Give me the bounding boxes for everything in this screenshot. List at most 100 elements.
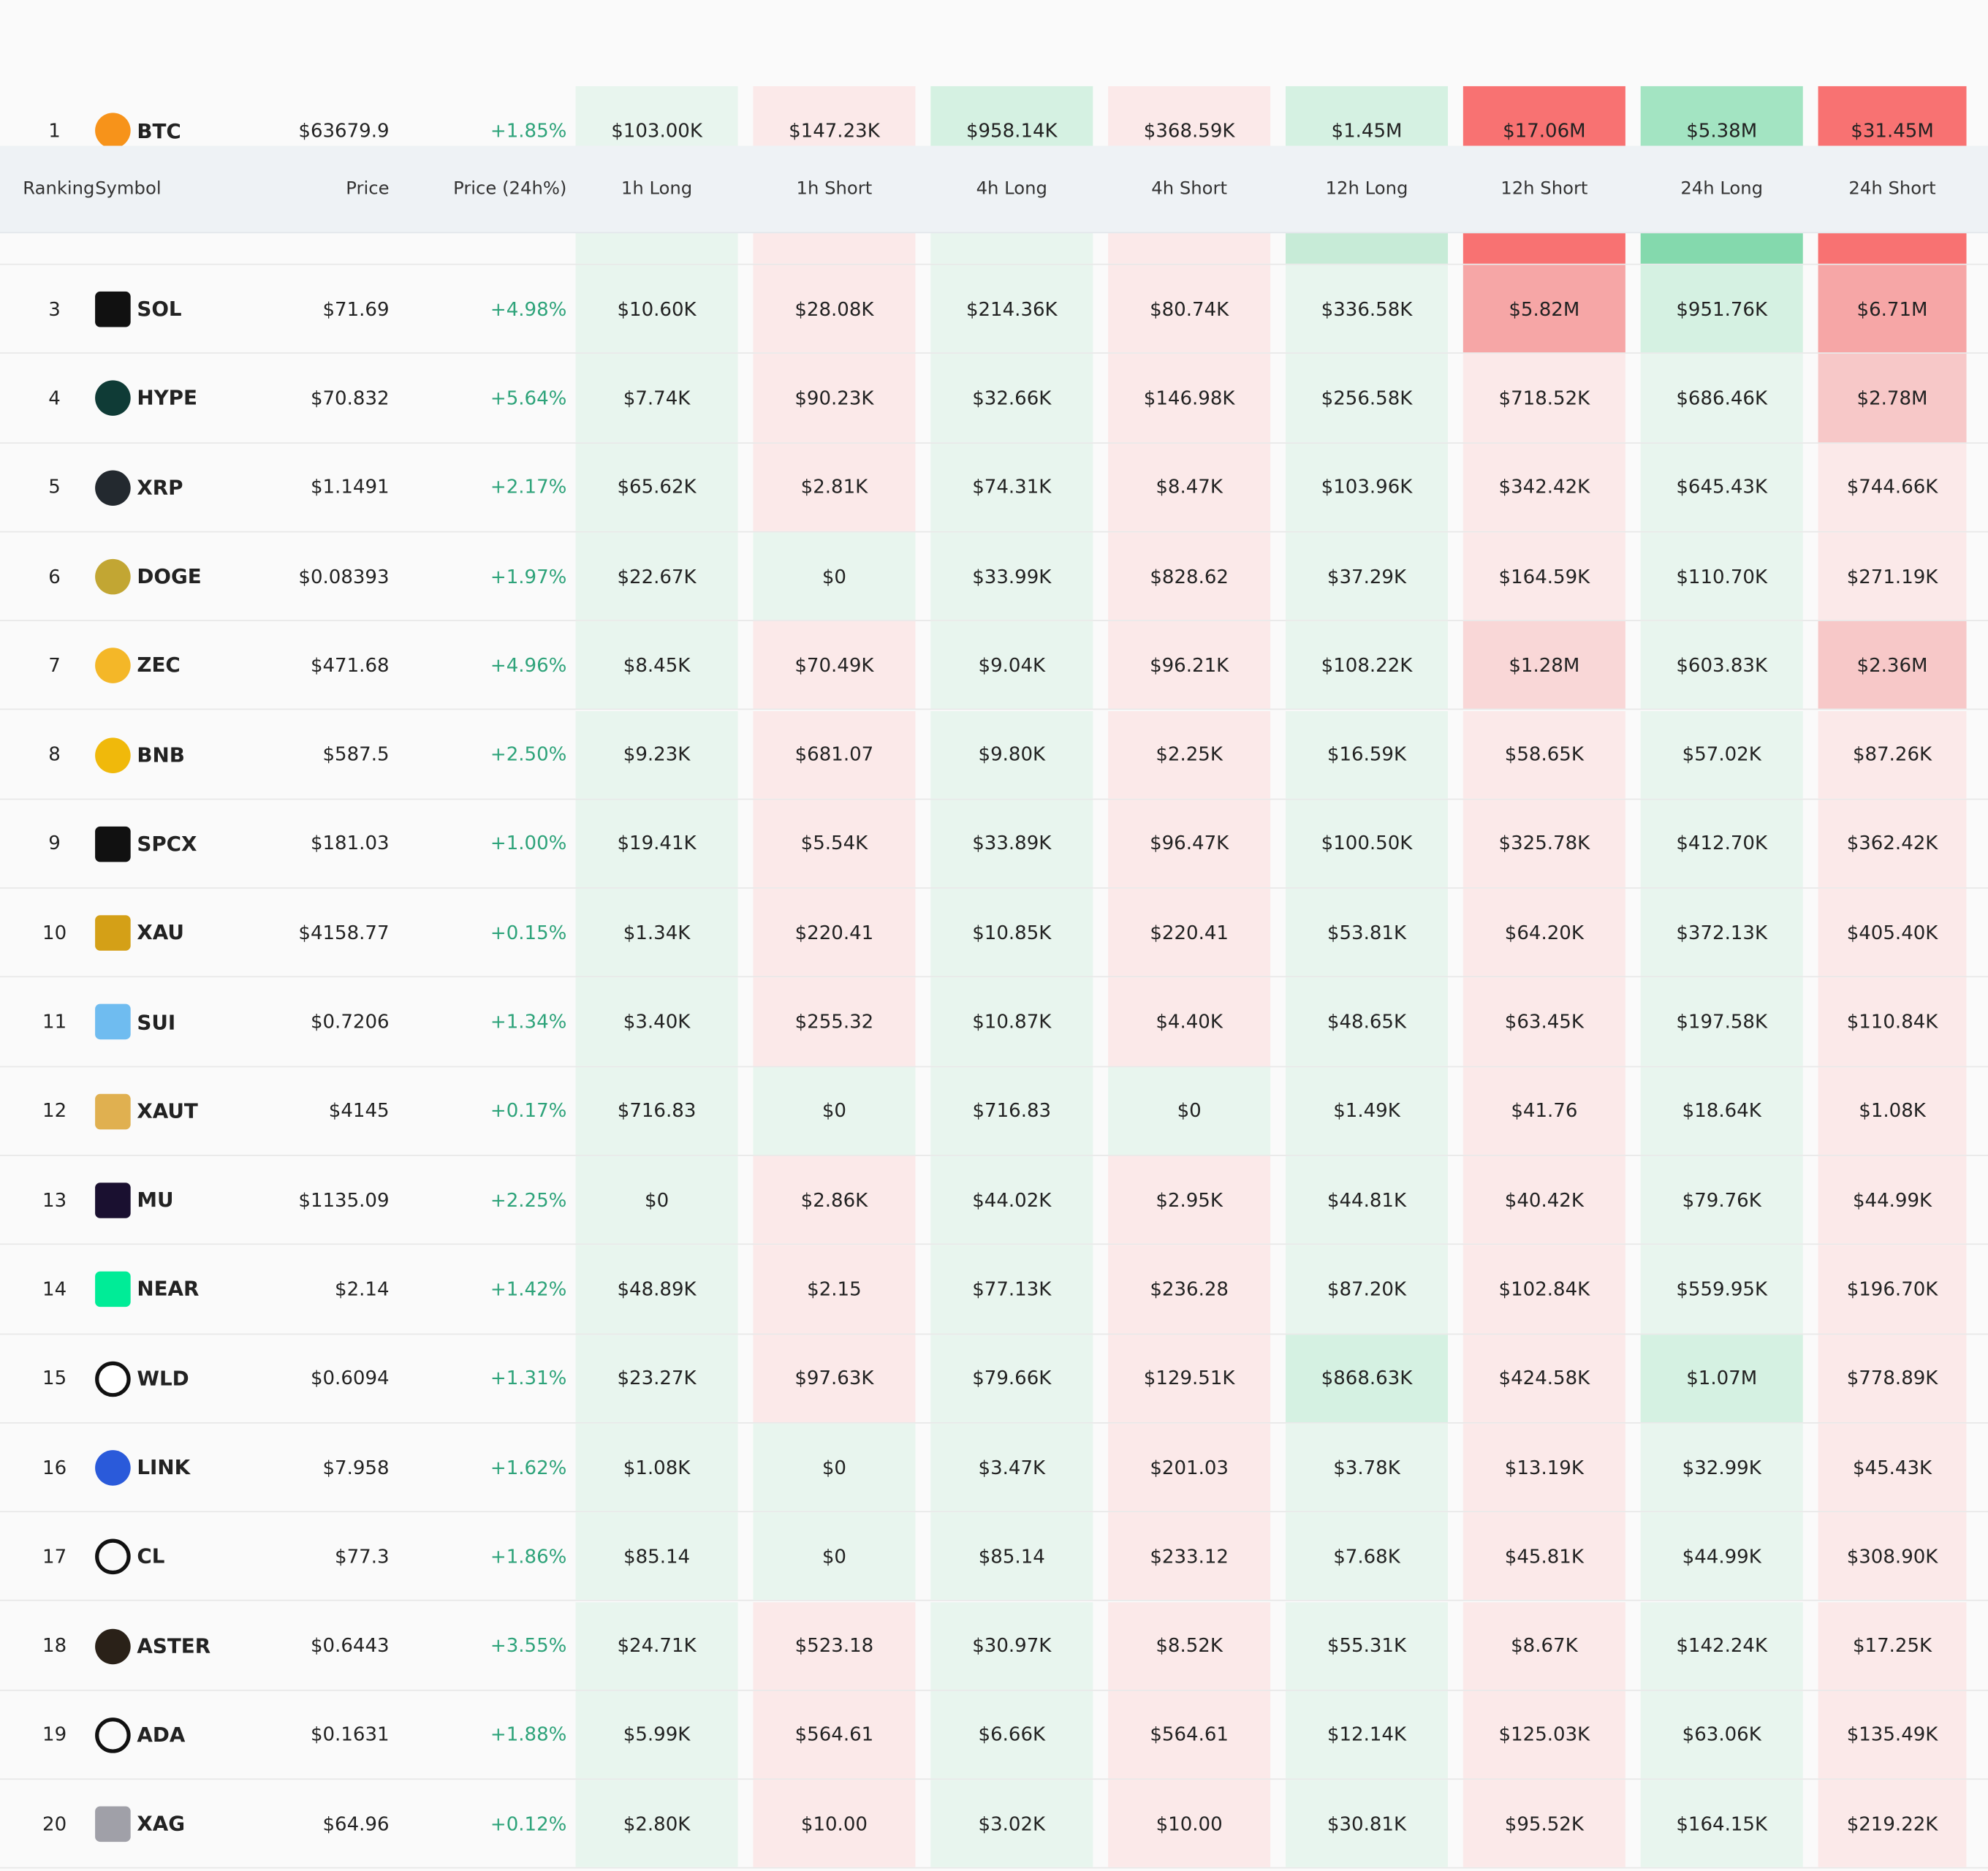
- amount-cell: $271.19K: [1818, 532, 1967, 620]
- amount-cell: $32.66K: [930, 354, 1093, 442]
- table-cell: ASTER: [137, 1633, 211, 1658]
- amount-cell: $716.83: [575, 1066, 738, 1155]
- amount-cell: $85.14: [575, 1512, 738, 1601]
- amount-cell: $716.83: [930, 1066, 1093, 1155]
- table-row: 7 ZEC $471.68 +4.96% $8.45K $70.49K $9.04K $96.…: [0, 621, 1988, 711]
- table-cell: XAU: [137, 920, 184, 945]
- amount-cell: $405.40K: [1818, 888, 1967, 977]
- amount-cell: $146.98K: [1108, 354, 1271, 442]
- amount-cell: $718.52K: [1462, 354, 1625, 442]
- table-cell: 6: [48, 564, 61, 588]
- column-header: Symbol: [95, 178, 162, 200]
- amount-cell: $8.47K: [1108, 443, 1271, 531]
- table-cell: $4145: [328, 1099, 390, 1123]
- table-row: 15 WLD $0.6094 +1.31% $23.27K $97.63K $79.66K $…: [0, 1334, 1988, 1424]
- table-cell: LINK: [137, 1455, 191, 1480]
- table-row: 12 XAUT $4145 +0.17% $716.83 $0 $716.83 $0 $1.49…: [0, 1066, 1988, 1156]
- table-cell: $2.14: [335, 1278, 390, 1301]
- amount-cell: $5.99K: [575, 1690, 738, 1779]
- amount-cell: $744.66K: [1818, 443, 1967, 531]
- table-cell: NEAR: [137, 1277, 200, 1302]
- table-cell: $471.68: [310, 653, 390, 677]
- table-row: 19 ADA $0.1631 +1.88% $5.99K $564.61 $6.66K $56…: [0, 1690, 1988, 1780]
- table-cell: $0.7206: [310, 1010, 390, 1033]
- table-cell: 17: [42, 1544, 67, 1568]
- amount-cell: $2.81K: [753, 443, 916, 531]
- amount-cell: $23.27K: [575, 1334, 738, 1422]
- amount-cell: $44.99K: [1640, 1512, 1803, 1601]
- amount-cell: $233.12: [1108, 1512, 1271, 1601]
- table-row: 6 DOGE $0.08393 +1.97% $22.67K $0 $33.99K $828.…: [0, 532, 1988, 622]
- column-header: Ranking: [23, 178, 95, 200]
- amount-cell: $201.03: [1108, 1423, 1271, 1511]
- amount-cell: $48.89K: [575, 1245, 738, 1333]
- table-cell: XAG: [137, 1811, 186, 1836]
- amount-cell: $342.42K: [1462, 443, 1625, 531]
- coin-icon: [95, 737, 131, 773]
- amount-cell: $41.76: [1462, 1066, 1625, 1155]
- amount-cell: $164.59K: [1462, 532, 1625, 620]
- table-cell: ADA: [137, 1722, 186, 1747]
- amount-cell: $9.23K: [575, 710, 738, 799]
- amount-cell: $19.41K: [575, 800, 738, 888]
- table-row: 8 BNB $587.5 +2.50% $9.23K $681.07 $9.80K $2.25…: [0, 710, 1988, 800]
- table-cell: 15: [42, 1367, 67, 1390]
- column-header: 24h Long: [1680, 178, 1764, 200]
- table-cell: 7: [48, 653, 61, 677]
- amount-cell: $9.80K: [930, 710, 1093, 799]
- table-cell: $1135.09: [298, 1188, 390, 1212]
- amount-cell: $108.22K: [1285, 621, 1449, 710]
- table-cell: 1: [48, 119, 61, 143]
- amount-cell: $0: [753, 532, 916, 620]
- amount-cell: $0: [575, 1155, 738, 1244]
- coin-icon: [95, 1093, 131, 1129]
- coin-icon: [95, 1361, 131, 1397]
- amount-cell: $1.28M: [1462, 621, 1625, 710]
- table-cell: $0.1631: [310, 1723, 390, 1747]
- amount-cell: $7.68K: [1285, 1512, 1449, 1601]
- table-cell: $71.69: [322, 297, 390, 321]
- amount-cell: $96.47K: [1108, 800, 1271, 888]
- table-row: 14 NEAR $2.14 +1.42% $48.89K $2.15 $77.13K $236…: [0, 1245, 1988, 1335]
- table-row: 11 SUI $0.7206 +1.34% $3.40K $255.32 $10.87K $4…: [0, 977, 1988, 1067]
- table-row: 9 SPCX $181.03 +1.00% $19.41K $5.54K $33.89K $9…: [0, 800, 1988, 889]
- amount-cell: $3.78K: [1285, 1423, 1449, 1511]
- table-cell: DOGE: [137, 563, 202, 588]
- amount-cell: $645.43K: [1640, 443, 1803, 531]
- amount-cell: $79.76K: [1640, 1155, 1803, 1244]
- table-cell: SPCX: [137, 831, 197, 856]
- table-row: 17 CL $77.3 +1.86% $85.14 $0 $85.14 $233.12 $7.6…: [0, 1512, 1988, 1602]
- amount-cell: $0: [753, 1512, 916, 1601]
- table-cell: XAUT: [137, 1098, 198, 1123]
- amount-cell: $219.22K: [1818, 1780, 1967, 1868]
- table-cell: $0.6443: [310, 1633, 390, 1658]
- amount-cell: $868.63K: [1285, 1334, 1449, 1422]
- amount-cell: $16.59K: [1285, 710, 1449, 799]
- table-cell: BNB: [137, 742, 185, 767]
- amount-cell: $8.67K: [1462, 1601, 1625, 1690]
- amount-cell: $57.02K: [1640, 710, 1803, 799]
- amount-cell: $64.20K: [1462, 888, 1625, 977]
- table-cell: +1.85%: [490, 119, 567, 143]
- amount-cell: $336.58K: [1285, 265, 1449, 353]
- coin-icon: [95, 648, 131, 684]
- amount-cell: $0: [1108, 1066, 1271, 1155]
- amount-cell: $2.95K: [1108, 1155, 1271, 1244]
- amount-cell: $129.51K: [1108, 1334, 1271, 1422]
- amount-cell: $1.08K: [575, 1423, 738, 1511]
- amount-cell: $10.60K: [575, 265, 738, 353]
- table-cell: $1.1491: [310, 475, 390, 499]
- amount-cell: $80.74K: [1108, 265, 1271, 353]
- table-row: 10 XAU $4158.77 +0.15% $1.34K $220.41 $10.85K $…: [0, 888, 1988, 978]
- amount-cell: $102.84K: [1462, 1245, 1625, 1333]
- amount-cell: $255.32: [753, 977, 916, 1066]
- coin-icon: [95, 558, 131, 595]
- table-cell: WLD: [137, 1366, 189, 1391]
- amount-cell: $44.81K: [1285, 1155, 1449, 1244]
- table-cell: +2.17%: [490, 475, 567, 499]
- amount-cell: $3.02K: [930, 1780, 1093, 1868]
- table-cell: +1.86%: [490, 1544, 567, 1568]
- amount-cell: $308.90K: [1818, 1512, 1967, 1601]
- amount-cell: $256.58K: [1285, 354, 1449, 442]
